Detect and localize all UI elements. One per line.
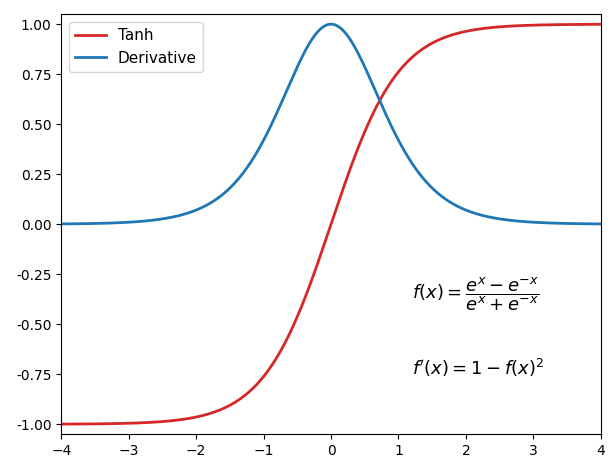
Derivative bbox=[276, 104, 283, 110]
Line: Tanh: Tanh bbox=[61, 24, 601, 424]
Tanh bbox=[58, 421, 65, 427]
Derivative bbox=[489, 215, 496, 220]
Tanh bbox=[276, 350, 283, 356]
Derivative bbox=[295, 61, 303, 67]
Text: $f(x) = \dfrac{e^x - e^{-x}}{e^x + e^{-x}}$: $f(x) = \dfrac{e^x - e^{-x}}{e^x + e^{-x… bbox=[412, 275, 539, 313]
Derivative bbox=[597, 221, 604, 227]
Line: Derivative: Derivative bbox=[61, 24, 601, 224]
Derivative bbox=[113, 220, 120, 226]
Tanh bbox=[428, 41, 435, 46]
Derivative bbox=[58, 221, 65, 227]
Tanh bbox=[113, 421, 120, 426]
Tanh bbox=[295, 310, 303, 316]
Text: $f'(x) = 1 - f(x)^2$: $f'(x) = 1 - f(x)^2$ bbox=[412, 357, 544, 379]
Tanh bbox=[597, 21, 604, 27]
Derivative bbox=[327, 21, 335, 27]
Tanh bbox=[488, 25, 495, 30]
Legend: Tanh, Derivative: Tanh, Derivative bbox=[69, 22, 203, 72]
Derivative bbox=[428, 185, 436, 191]
Tanh bbox=[478, 26, 485, 32]
Derivative bbox=[479, 212, 486, 218]
